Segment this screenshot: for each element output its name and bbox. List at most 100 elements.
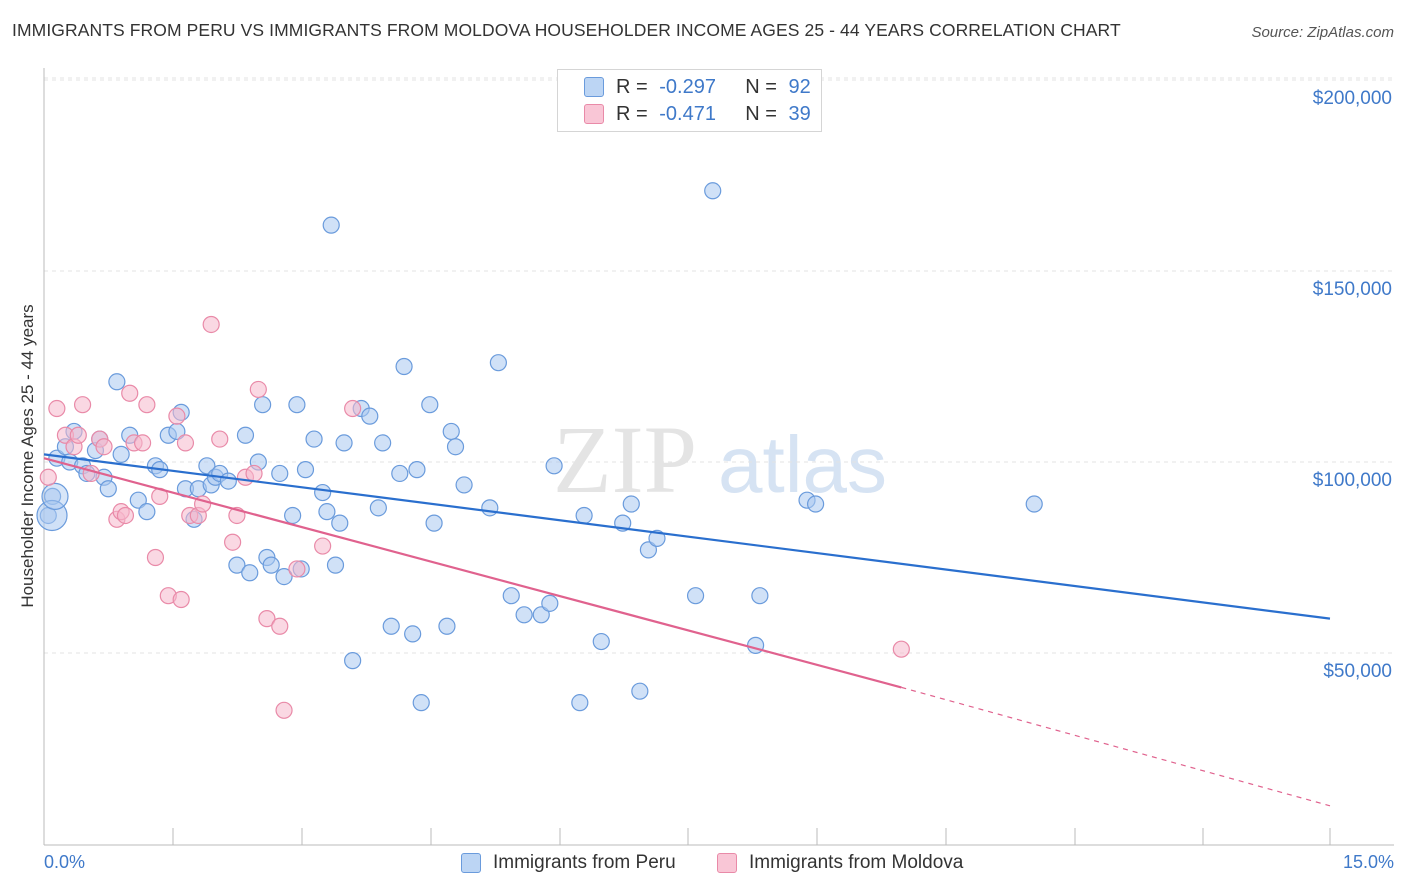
peru-point bbox=[1025, 495, 1043, 513]
peru-point bbox=[275, 567, 293, 586]
moldova-point bbox=[121, 384, 139, 402]
series-legend-swatch-peru bbox=[461, 853, 481, 873]
series-legend-moldova: Immigrants from Moldova bbox=[717, 852, 963, 874]
moldova-point bbox=[344, 399, 362, 418]
peru-point bbox=[455, 476, 473, 494]
peru-point bbox=[288, 396, 306, 414]
peru-point-large bbox=[41, 482, 69, 510]
peru-point bbox=[592, 632, 610, 651]
moldova-point bbox=[73, 396, 92, 414]
peru-point bbox=[305, 430, 323, 448]
peru-point bbox=[412, 694, 430, 712]
y-tick-labels: $50,000 $100,000 $150,000 $200,000 bbox=[1313, 88, 1392, 682]
peru-point bbox=[271, 464, 289, 483]
peru-point bbox=[806, 495, 825, 513]
peru-point bbox=[374, 434, 392, 452]
y-tick-label: $50,000 bbox=[1323, 661, 1392, 682]
peru-point bbox=[532, 606, 550, 624]
peru-point bbox=[241, 564, 259, 582]
moldova-point bbox=[245, 464, 263, 483]
legend-row-peru: R = -0.297 N = 92 bbox=[584, 75, 811, 99]
moldova-point bbox=[176, 434, 195, 452]
peru-point bbox=[622, 495, 640, 513]
peru-point bbox=[318, 503, 336, 521]
peru-point bbox=[541, 594, 559, 612]
moldova-point bbox=[258, 610, 276, 628]
peru-point bbox=[575, 506, 593, 525]
peru-point bbox=[198, 457, 216, 475]
x-tick-label-min: 0.0% bbox=[44, 852, 85, 872]
moldova-point bbox=[211, 430, 229, 448]
legend-swatch-moldova bbox=[584, 104, 604, 124]
peru-point bbox=[228, 556, 246, 574]
axes bbox=[43, 68, 1394, 846]
moldova-point bbox=[116, 506, 135, 525]
peru-point bbox=[361, 407, 379, 425]
peru-point bbox=[129, 491, 147, 509]
peru-point bbox=[515, 606, 533, 624]
moldova-point bbox=[133, 434, 152, 452]
moldova-point bbox=[249, 380, 267, 399]
peru-point bbox=[391, 464, 409, 483]
peru-point bbox=[335, 434, 353, 452]
legend-moldova-r: -0.471 bbox=[659, 102, 716, 125]
moldova-point bbox=[69, 426, 87, 444]
peru-point bbox=[296, 461, 315, 479]
peru-point bbox=[404, 625, 422, 643]
peru-point bbox=[751, 587, 769, 605]
peru-point bbox=[408, 461, 426, 479]
source-label: Source: ZipAtlas.com bbox=[1251, 24, 1394, 41]
moldova-point bbox=[172, 590, 190, 609]
peru-point bbox=[704, 182, 722, 200]
legend-peru-r: -0.297 bbox=[659, 75, 716, 98]
moldova-point bbox=[202, 315, 220, 334]
series-legend-peru: Immigrants from Peru bbox=[461, 852, 676, 874]
series-moldova-points bbox=[39, 315, 910, 719]
trend-lines bbox=[43, 453, 1331, 807]
peru-point bbox=[545, 457, 563, 475]
peru-point bbox=[395, 357, 413, 376]
peru-point bbox=[686, 587, 705, 605]
moldova-point bbox=[275, 701, 293, 719]
moldova-point bbox=[138, 396, 156, 414]
trend-line-moldova bbox=[43, 457, 902, 689]
chart-title: IMMIGRANTS FROM PERU VS IMMIGRANTS FROM … bbox=[12, 20, 1121, 40]
peru-point bbox=[262, 556, 280, 574]
moldova-point bbox=[892, 640, 910, 658]
peru-point bbox=[446, 438, 465, 456]
legend-n-label: N = bbox=[745, 75, 777, 98]
peru-point bbox=[138, 503, 156, 521]
legend-peru-n: 92 bbox=[788, 75, 811, 98]
moldova-point bbox=[314, 537, 332, 555]
peru-point bbox=[382, 617, 400, 635]
peru-point bbox=[219, 472, 237, 490]
correlation-legend: R = -0.297 N = 92 R = -0.471 N = 39 bbox=[557, 69, 822, 132]
legend-n-label: N = bbox=[745, 102, 777, 125]
series-peru-points bbox=[36, 182, 1043, 712]
peru-point bbox=[421, 396, 439, 414]
peru-point bbox=[112, 445, 130, 463]
series-legend: Immigrants from Peru Immigrants from Mol… bbox=[0, 852, 1406, 878]
series-legend-peru-label: Immigrants from Peru bbox=[493, 852, 676, 873]
moldova-point bbox=[39, 468, 57, 486]
moldova-point bbox=[82, 464, 100, 483]
moldova-point bbox=[288, 560, 306, 578]
legend-swatch-peru bbox=[584, 77, 604, 97]
legend-r-label: R = bbox=[616, 102, 648, 125]
peru-point bbox=[314, 483, 332, 502]
moldova-point bbox=[48, 399, 66, 418]
moldova-point bbox=[95, 438, 113, 456]
y-tick-label: $150,000 bbox=[1313, 279, 1392, 300]
peru-point bbox=[571, 694, 589, 712]
peru-point bbox=[425, 514, 443, 532]
peru-point bbox=[326, 556, 345, 574]
legend-r-label: R = bbox=[616, 75, 648, 98]
y-tick-label: $100,000 bbox=[1313, 470, 1392, 491]
peru-point bbox=[639, 541, 658, 559]
legend-moldova-n: 39 bbox=[788, 102, 811, 125]
y-axis-label: Householder Income Ages 25 - 44 years bbox=[18, 304, 37, 607]
trend-line-peru bbox=[43, 453, 1331, 620]
peru-point bbox=[344, 652, 362, 670]
peru-point bbox=[254, 396, 272, 414]
